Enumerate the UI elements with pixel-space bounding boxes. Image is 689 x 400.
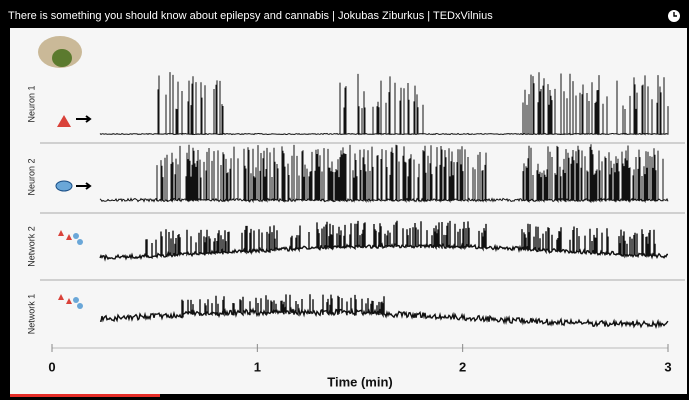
trace: [99, 144, 669, 204]
video-title[interactable]: There is something you should know about…: [8, 10, 493, 22]
row-label: Neuron 2: [26, 158, 36, 195]
chart-area: [10, 28, 687, 394]
x-tick-label: 3: [664, 359, 671, 374]
x-tick-label: 2: [459, 359, 466, 374]
x-axis-label: Time (min): [327, 374, 393, 389]
progress-bar[interactable]: [10, 394, 160, 397]
row-label: Network 2: [26, 226, 36, 267]
x-tick-label: 0: [48, 359, 55, 374]
x-tick-label: 1: [254, 359, 261, 374]
trace: [99, 220, 668, 262]
row-label: Network 1: [26, 294, 36, 335]
row-label: Neuron 1: [26, 85, 36, 122]
row-icons: [55, 115, 92, 309]
clock-hands: [673, 12, 677, 17]
row-separators: [40, 142, 685, 281]
trace: [99, 72, 669, 136]
brain-logo: [38, 36, 82, 68]
trace: [99, 294, 669, 330]
